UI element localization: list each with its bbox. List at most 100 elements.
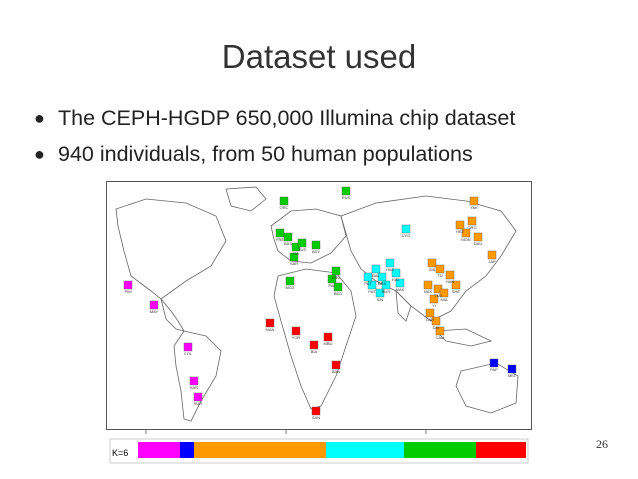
bullet-list: ● The CEPH-HGDP 650,000 Illumina chip dat… xyxy=(30,100,515,172)
marker-mbu xyxy=(323,332,333,342)
marker-label: BAS xyxy=(284,241,292,246)
marker-hez xyxy=(455,220,465,230)
europe-outline xyxy=(270,208,347,264)
marker-label: MAY xyxy=(150,309,159,314)
population-map-figure: ORC FRE BAS ITA TUS SAR ADY RUS DRU PAL BED MOZ BAL B… xyxy=(106,181,532,464)
marker-label: MAN xyxy=(266,327,275,332)
marker-mak xyxy=(395,278,405,288)
marker-bed xyxy=(333,282,343,292)
marker-sin xyxy=(375,288,385,298)
marker-label: BUR xyxy=(382,289,391,294)
marker-label: DAU xyxy=(474,241,483,246)
greenland-outline xyxy=(225,186,267,212)
marker-label: XIB xyxy=(429,267,436,272)
marker-label: ADY xyxy=(312,249,321,254)
marker-label: TUJ xyxy=(434,293,441,298)
africa-outline xyxy=(273,268,357,410)
australia-outline xyxy=(455,362,519,414)
marker-label: HAN xyxy=(446,279,455,284)
bullet-dot-icon: ● xyxy=(34,144,45,164)
marker-mon xyxy=(461,228,471,238)
map-frame xyxy=(106,181,532,430)
marker-kal xyxy=(391,268,401,278)
marker-lah xyxy=(425,308,435,318)
marker-yi xyxy=(429,294,439,304)
marker-label: SAR xyxy=(290,261,298,266)
marker-label: DRU xyxy=(332,275,341,280)
marker-label: YAK xyxy=(470,205,478,210)
marker-label: MIA xyxy=(440,297,447,302)
marker-label: PAT xyxy=(368,289,376,294)
marker-pat2 xyxy=(363,272,373,282)
marker-mel xyxy=(507,364,517,374)
marker-label: YOR xyxy=(292,335,301,340)
marker-label: RUS xyxy=(342,195,351,200)
marker-san xyxy=(311,406,321,416)
marker-label: ITA xyxy=(293,251,299,256)
marker-label: KAL xyxy=(392,277,400,282)
marker-may xyxy=(149,300,159,310)
marker-label: COL xyxy=(184,351,193,356)
marker-han xyxy=(445,270,455,280)
marker-label: NAX xyxy=(424,289,433,294)
marker-bur xyxy=(381,280,391,290)
marker-nax xyxy=(423,280,433,290)
marker-yak xyxy=(469,196,479,206)
marker-label: HAZ xyxy=(386,267,395,272)
marker-label: SUR xyxy=(194,401,203,406)
north-america-outline xyxy=(115,198,227,300)
marker-moz xyxy=(285,276,295,286)
marker-label: PAP xyxy=(490,367,498,372)
marker-pim xyxy=(123,280,133,290)
bullet-item: ● 940 individuals, from 50 human populati… xyxy=(30,136,515,172)
bullet-text: The CEPH-HGDP 650,000 Illumina chip data… xyxy=(58,106,516,130)
south-america-outline xyxy=(173,330,222,422)
marker-she xyxy=(451,280,461,290)
marker-bia xyxy=(309,340,319,350)
marker-label: TU xyxy=(437,273,442,278)
marker-sur xyxy=(193,392,203,402)
marker-man xyxy=(265,318,275,328)
marker-pap xyxy=(489,358,499,368)
marker-oro xyxy=(467,216,477,226)
marker-fre xyxy=(275,228,285,238)
marker-jap xyxy=(487,250,497,260)
bar-central-south-asia xyxy=(326,442,404,458)
slide-title: Dataset used xyxy=(221,38,417,75)
bullet-item: ● The CEPH-HGDP 650,000 Illumina chip dat… xyxy=(30,100,515,136)
marker-label: ORC xyxy=(280,205,289,210)
marker-xib xyxy=(427,258,437,268)
marker-dai xyxy=(431,316,441,326)
bullet-dot-icon: ● xyxy=(34,108,45,128)
marker-haz xyxy=(385,258,395,268)
marker-ady xyxy=(311,240,321,250)
marker-label: ORO xyxy=(467,225,476,230)
bullet-text: 940 individuals, from 50 human populatio… xyxy=(58,142,473,166)
marker-label: LAH xyxy=(426,317,434,322)
marker-label: BIA xyxy=(311,349,318,354)
marker-label: YI xyxy=(432,303,436,308)
marker-uyg xyxy=(401,224,411,234)
marker-label: SAN xyxy=(312,415,320,420)
marker-mia xyxy=(439,288,449,298)
india-outline xyxy=(395,289,412,322)
continent-outlines xyxy=(115,186,519,422)
marker-label: JAP xyxy=(488,259,496,264)
bar-americas xyxy=(138,442,180,458)
marker-label: BRA xyxy=(378,281,387,286)
marker-label: DAI xyxy=(433,325,440,330)
marker-kar xyxy=(189,376,199,386)
marker-label: SHE xyxy=(452,289,461,294)
marker-label: MOZ xyxy=(286,285,295,290)
marker-tus xyxy=(297,238,307,248)
marker-dru xyxy=(331,266,341,276)
bar-east-asia xyxy=(194,442,326,458)
marker-pal xyxy=(327,274,337,284)
marker-cam xyxy=(435,326,445,336)
k-label: K=6 xyxy=(112,448,128,458)
marker-label: UYG xyxy=(402,233,411,238)
marker-label: MEL xyxy=(508,373,517,378)
marker-orc xyxy=(279,196,289,206)
axis-ticks xyxy=(145,430,427,434)
marker-label: BAN xyxy=(332,369,340,374)
